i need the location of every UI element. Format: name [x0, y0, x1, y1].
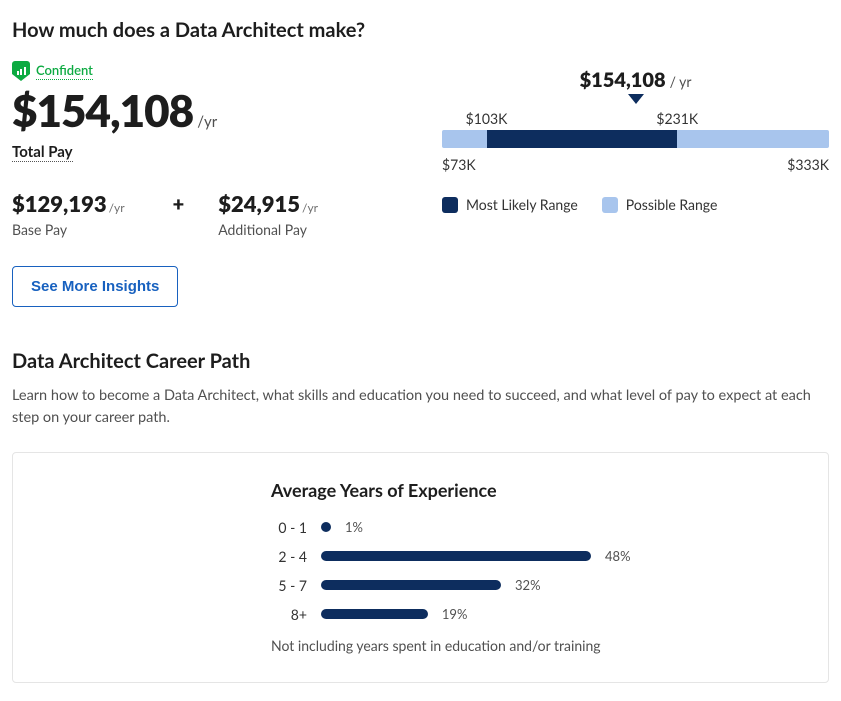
base-pay-label: Base Pay [12, 221, 125, 238]
base-pay-amount: $129,193 [12, 190, 107, 217]
experience-row: 8+ 19% [271, 606, 751, 623]
total-pay-label[interactable]: Total Pay [12, 143, 73, 162]
legend-possible-label: Possible Range [626, 196, 718, 213]
legend-likely: Most Likely Range [442, 196, 578, 213]
pay-summary-section: Confident $154,108/yr Total Pay $129,193… [12, 60, 829, 307]
range-bar-track [442, 130, 829, 148]
legend-possible: Possible Range [602, 196, 718, 213]
range-center-amount: $154,108 [580, 68, 666, 92]
additional-pay-period: /yr [302, 200, 318, 215]
additional-pay-block: $24,915/yr Additional Pay [218, 190, 318, 238]
experience-rows: 0 - 1 1% 2 - 4 48% 5 - 7 32% 8+ 19% [271, 519, 751, 623]
range-likely-labels: $103K $231K [442, 110, 829, 130]
pay-breakdown: $129,193/yr Base Pay + $24,915/yr Additi… [12, 190, 402, 238]
career-path-description: Learn how to become a Data Architect, wh… [12, 385, 829, 430]
caret-down-icon [628, 94, 644, 104]
experience-row: 0 - 1 1% [271, 519, 751, 536]
confidence-badge[interactable]: Confident [12, 61, 93, 81]
total-pay-amount-row: $154,108/yr [12, 85, 402, 137]
experience-row-label: 8+ [271, 606, 307, 623]
base-pay-block: $129,193/yr Base Pay [12, 190, 125, 238]
experience-row-bar [321, 551, 591, 561]
additional-pay-label: Additional Pay [218, 221, 318, 238]
range-possible-high: $333K [787, 156, 829, 173]
career-path-title: Data Architect Career Path [12, 349, 829, 373]
total-pay-amount: $154,108 [12, 85, 193, 137]
legend-likely-label: Most Likely Range [466, 196, 578, 213]
experience-card: Average Years of Experience 0 - 1 1% 2 - 4… [12, 452, 829, 683]
range-bar-fill [487, 130, 678, 148]
experience-row: 5 - 7 32% [271, 577, 751, 594]
swatch-likely-icon [442, 197, 458, 213]
experience-row-bar [321, 580, 501, 590]
experience-row-label: 2 - 4 [271, 548, 307, 565]
experience-row-pct: 19% [442, 606, 468, 622]
base-pay-period: /yr [109, 200, 125, 215]
experience-row-label: 5 - 7 [271, 577, 307, 594]
experience-row-pct: 1% [345, 519, 363, 535]
range-likely-high: $231K [656, 110, 698, 127]
experience-row-label: 0 - 1 [271, 519, 307, 536]
experience-row: 2 - 4 48% [271, 548, 751, 565]
page-title: How much does a Data Architect make? [12, 18, 829, 42]
experience-row-bar [321, 522, 331, 532]
swatch-possible-icon [602, 197, 618, 213]
total-pay-period: /yr [197, 113, 217, 131]
experience-title: Average Years of Experience [271, 479, 751, 501]
plus-sign: + [173, 190, 185, 216]
pay-range-chart: $154,108/ yr $103K $231K $73K $333K Most… [442, 60, 829, 213]
experience-row-pct: 48% [605, 548, 631, 564]
range-center-period: / yr [670, 73, 692, 90]
range-possible-low: $73K [442, 156, 476, 173]
range-likely-low: $103K [466, 110, 508, 127]
range-legend: Most Likely Range Possible Range [442, 196, 829, 213]
see-more-insights-button[interactable]: See More Insights [12, 266, 178, 307]
range-possible-labels: $73K $333K [442, 156, 829, 180]
experience-row-bar [321, 609, 428, 619]
experience-row-pct: 32% [515, 577, 541, 593]
experience-note: Not including years spent in education a… [271, 637, 751, 654]
confidence-label: Confident [36, 62, 93, 80]
additional-pay-amount: $24,915 [218, 190, 300, 217]
shield-icon [12, 61, 30, 81]
